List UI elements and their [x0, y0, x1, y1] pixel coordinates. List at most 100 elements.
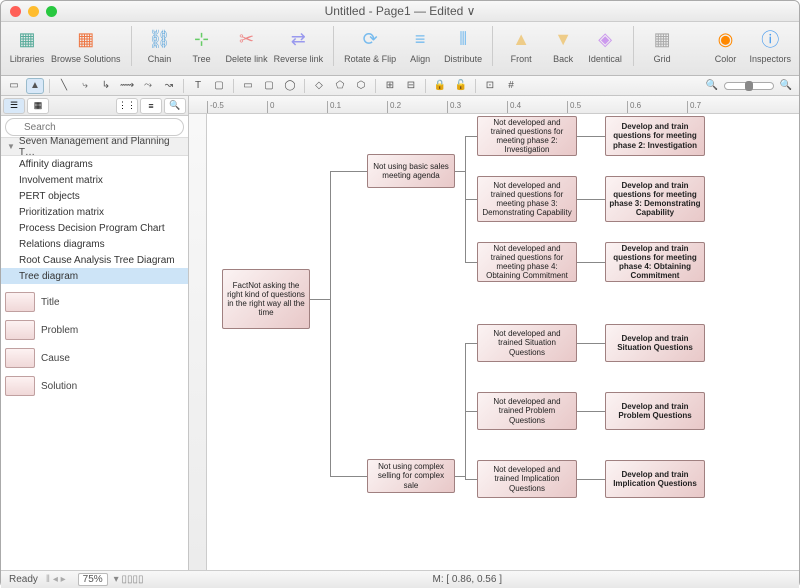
library-item[interactable]: PERT objects — [1, 188, 188, 204]
align-label: Align — [410, 54, 430, 64]
lock-icon[interactable]: 🔒 — [431, 78, 449, 94]
zoom-slider[interactable] — [724, 82, 774, 90]
stencil-solution[interactable]: Solution — [5, 372, 184, 400]
connector — [465, 262, 477, 263]
zoom-value[interactable]: 75% — [78, 573, 108, 586]
library-item[interactable]: Tree diagram — [1, 268, 188, 284]
connector2-icon[interactable]: ↳ — [97, 78, 115, 94]
library-item[interactable]: Prioritization matrix — [1, 204, 188, 220]
tab-pages[interactable]: ▦ — [27, 98, 49, 114]
library-item[interactable]: Root Cause Analysis Tree Diagram — [1, 252, 188, 268]
stencil-thumb — [5, 320, 35, 340]
ungroup-icon[interactable]: ⊟ — [402, 78, 420, 94]
line-icon[interactable]: ╲ — [55, 78, 73, 94]
connector — [577, 411, 605, 412]
snap-icon[interactable]: ⊡ — [481, 78, 499, 94]
diagram-node[interactable]: Develop and train Implication Questions — [605, 460, 705, 498]
inspectors-button[interactable]: ⓘInspectors — [749, 26, 791, 64]
diagram-node[interactable]: Develop and train questions for meeting … — [605, 116, 705, 156]
shapes1-icon[interactable]: ◇ — [310, 78, 328, 94]
tree-icon: ⊹ — [189, 26, 215, 52]
library-item[interactable]: Affinity diagrams — [1, 156, 188, 172]
group-icon[interactable]: ⊞ — [381, 78, 399, 94]
stencil-thumb — [5, 376, 35, 396]
select-icon[interactable]: ▲ — [26, 78, 44, 94]
stencil-problem[interactable]: Problem — [5, 316, 184, 344]
diagram-node[interactable]: Develop and train questions for meeting … — [605, 242, 705, 282]
libraries-button[interactable]: ▦ Libraries — [9, 26, 45, 64]
diagram-node[interactable]: Not developed and trained Situation Ques… — [477, 324, 577, 362]
tab-search[interactable]: 🔍 — [164, 98, 186, 114]
back-label: Back — [553, 54, 573, 64]
shapes3-icon[interactable]: ⬡ — [352, 78, 370, 94]
connector — [455, 476, 465, 477]
tab-view1[interactable]: ⋮⋮ — [116, 98, 138, 114]
pointer-icon[interactable]: ▭ — [5, 78, 23, 94]
stencil-cause[interactable]: Cause — [5, 344, 184, 372]
tree-button[interactable]: ⊹Tree — [184, 26, 220, 64]
tab-view2[interactable]: ≡ — [140, 98, 162, 114]
text-icon[interactable]: T — [189, 78, 207, 94]
deletelink-label: Delete link — [226, 54, 268, 64]
diagram-node[interactable]: FactNot asking the right kind of questio… — [222, 269, 310, 329]
grid-icon: ▦ — [649, 26, 675, 52]
rotateflip-button[interactable]: ⟳Rotate & Flip — [344, 26, 396, 64]
sidebar-tabs: ☰ ▦ ⋮⋮ ≡ 🔍 — [1, 96, 188, 116]
diagram-node[interactable]: Not developed and trained Problem Questi… — [477, 392, 577, 430]
tab-library[interactable]: ☰ — [3, 98, 25, 114]
distribute-button[interactable]: ⫴Distribute — [444, 26, 482, 64]
stencil-label: Solution — [41, 381, 77, 392]
zoomout-icon[interactable]: 🔍 — [703, 78, 721, 94]
roundrect-icon[interactable]: ▢ — [260, 78, 278, 94]
sidebar: ☰ ▦ ⋮⋮ ≡ 🔍 Seven Management and Planning… — [1, 96, 189, 570]
textbox-icon[interactable]: ▢ — [210, 78, 228, 94]
library-item[interactable]: Process Decision Program Chart — [1, 220, 188, 236]
guides-icon[interactable]: # — [502, 78, 520, 94]
browse-label: Browse Solutions — [51, 54, 121, 64]
connector5-icon[interactable]: ↝ — [160, 78, 178, 94]
unlock-icon[interactable]: 🔓 — [452, 78, 470, 94]
connector — [577, 199, 605, 200]
connector3-icon[interactable]: ⟿ — [118, 78, 136, 94]
connector1-icon[interactable]: ⤷ — [76, 78, 94, 94]
canvas[interactable]: FactNot asking the right kind of questio… — [207, 114, 799, 570]
library-item[interactable]: Involvement matrix — [1, 172, 188, 188]
diagram-node[interactable]: Develop and train questions for meeting … — [605, 176, 705, 222]
align-button[interactable]: ≡Align — [402, 26, 438, 64]
stencil-title[interactable]: Title — [5, 288, 184, 316]
rect-icon[interactable]: ▭ — [239, 78, 257, 94]
diagram-node[interactable]: Not developed and trained questions for … — [477, 242, 577, 282]
shapes2-icon[interactable]: ⬠ — [331, 78, 349, 94]
libraries-label: Libraries — [10, 54, 45, 64]
diagram-node[interactable]: Develop and train Problem Questions — [605, 392, 705, 430]
ellipse-icon[interactable]: ◯ — [281, 78, 299, 94]
grid-button[interactable]: ▦Grid — [644, 26, 680, 64]
connector — [465, 136, 477, 137]
zoomin-icon[interactable]: 🔍 — [777, 78, 795, 94]
identical-label: Identical — [588, 54, 622, 64]
search-input[interactable] — [5, 118, 184, 136]
browse-icon: ▦ — [73, 26, 99, 52]
connector — [465, 171, 466, 262]
diagram-node[interactable]: Develop and train Situation Questions — [605, 324, 705, 362]
connector — [455, 171, 465, 172]
diagram-node[interactable]: Not developed and trained Implication Qu… — [477, 460, 577, 498]
deletelink-button[interactable]: ✂Delete link — [226, 26, 268, 64]
library-header[interactable]: Seven Management and Planning T… — [1, 138, 188, 156]
connector4-icon[interactable]: ⤳ — [139, 78, 157, 94]
reverselink-button[interactable]: ⇄Reverse link — [274, 26, 324, 64]
diagram-node[interactable]: Not developed and trained questions for … — [477, 116, 577, 156]
chain-button[interactable]: ⛓Chain — [142, 26, 178, 64]
diagram-node[interactable]: Not using basic sales meeting agenda — [367, 154, 455, 188]
diagram-node[interactable]: Not using complex selling for complex sa… — [367, 459, 455, 493]
back-button[interactable]: ▼Back — [545, 26, 581, 64]
connector — [330, 171, 367, 172]
color-button[interactable]: ◉Color — [707, 26, 743, 64]
window-title: Untitled - Page1 — Edited ∨ — [1, 4, 799, 18]
identical-button[interactable]: ◈Identical — [587, 26, 623, 64]
front-button[interactable]: ▲Front — [503, 26, 539, 64]
library-item[interactable]: Relations diagrams — [1, 236, 188, 252]
libraries-icon: ▦ — [14, 26, 40, 52]
diagram-node[interactable]: Not developed and trained questions for … — [477, 176, 577, 222]
browse-button[interactable]: ▦ Browse Solutions — [51, 26, 121, 64]
